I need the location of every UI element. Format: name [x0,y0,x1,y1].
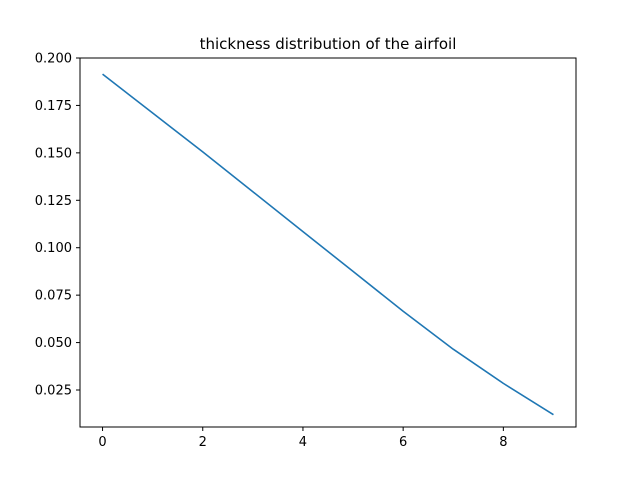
series-line-0 [102,73,554,416]
y-tick-label: 0.150 [35,146,72,161]
x-tick-label: 6 [399,435,407,450]
y-tick-label: 0.200 [35,52,72,67]
y-tick-label: 0.125 [35,194,72,209]
chart-title: thickness distribution of the airfoil [200,35,457,53]
x-tick-label: 4 [299,435,307,450]
axes-frame [79,57,577,428]
y-tick-label: 0.025 [35,384,72,399]
y-tick-label: 0.075 [35,289,72,304]
x-tick-label: 0 [98,435,106,450]
y-tick-label: 0.050 [35,336,72,351]
x-tick-label: 2 [199,435,207,450]
y-axis: 0.025 0.050 0.075 0.100 0.125 0.150 0.175 0.200 [35,52,80,399]
x-axis: 0 2 4 6 8 [98,427,507,450]
y-tick-label: 0.175 [35,99,72,114]
y-tick-label: 0.100 [35,241,72,256]
plot-area [102,73,554,416]
x-tick-label: 8 [499,435,507,450]
